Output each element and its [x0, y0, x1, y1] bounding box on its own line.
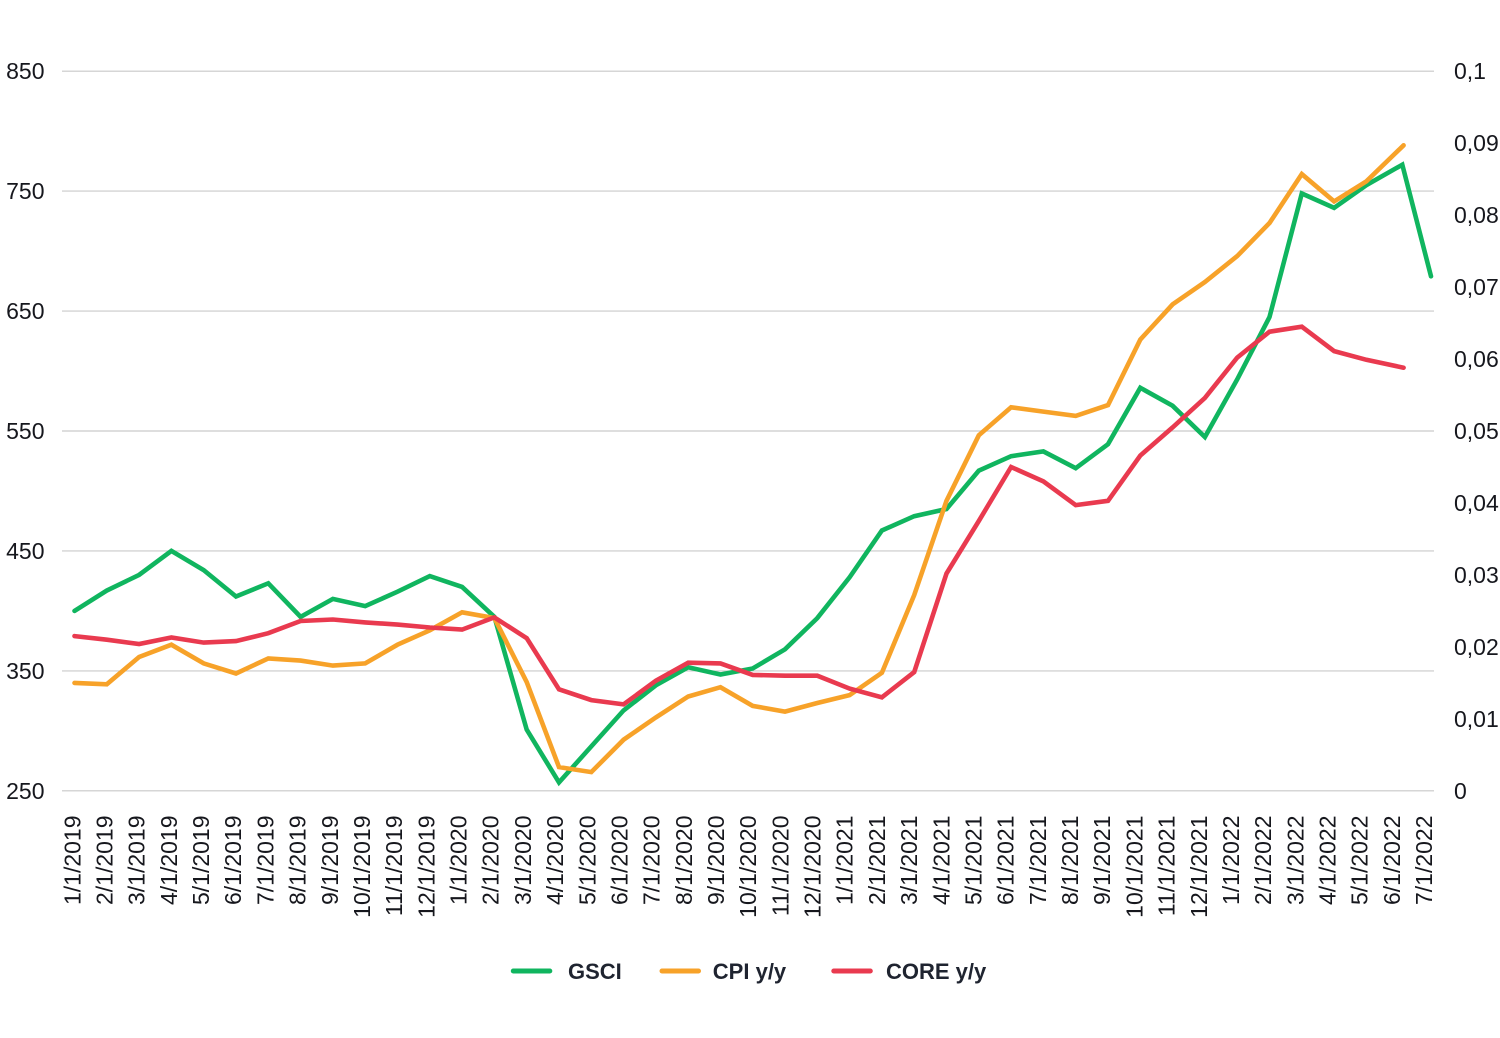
svg-text:0,09: 0,09 — [1454, 130, 1499, 156]
svg-text:5/1/2020: 5/1/2020 — [574, 816, 600, 906]
svg-text:650: 650 — [6, 298, 44, 324]
svg-text:350: 350 — [6, 658, 44, 684]
svg-text:10/1/2020: 10/1/2020 — [735, 816, 761, 918]
svg-text:450: 450 — [6, 538, 44, 564]
svg-text:7/1/2019: 7/1/2019 — [252, 816, 278, 906]
svg-text:4/1/2020: 4/1/2020 — [542, 816, 568, 906]
svg-text:5/1/2022: 5/1/2022 — [1347, 816, 1373, 906]
svg-text:1/1/2019: 1/1/2019 — [59, 816, 85, 906]
svg-text:2/1/2021: 2/1/2021 — [864, 816, 890, 906]
svg-text:250: 250 — [6, 778, 44, 804]
svg-text:0,01: 0,01 — [1454, 706, 1499, 732]
svg-text:3/1/2021: 3/1/2021 — [896, 816, 922, 906]
svg-text:8/1/2020: 8/1/2020 — [671, 816, 697, 906]
svg-text:3/1/2022: 3/1/2022 — [1282, 816, 1308, 906]
svg-text:1/1/2022: 1/1/2022 — [1218, 816, 1244, 906]
svg-text:0,04: 0,04 — [1454, 490, 1499, 516]
svg-text:0,06: 0,06 — [1454, 346, 1499, 372]
svg-text:12/1/2019: 12/1/2019 — [413, 816, 439, 918]
svg-text:7/1/2021: 7/1/2021 — [1025, 816, 1051, 906]
svg-text:8/1/2019: 8/1/2019 — [285, 816, 311, 906]
svg-text:0,05: 0,05 — [1454, 418, 1499, 444]
svg-text:12/1/2020: 12/1/2020 — [800, 816, 826, 918]
svg-text:850: 850 — [6, 58, 44, 84]
svg-text:6/1/2022: 6/1/2022 — [1379, 816, 1405, 906]
svg-text:8/1/2021: 8/1/2021 — [1057, 816, 1083, 906]
svg-text:2/1/2020: 2/1/2020 — [478, 816, 504, 906]
svg-text:0,08: 0,08 — [1454, 202, 1499, 228]
svg-text:CORE y/y: CORE y/y — [886, 959, 987, 984]
svg-text:6/1/2021: 6/1/2021 — [993, 816, 1019, 906]
svg-text:2/1/2022: 2/1/2022 — [1250, 816, 1276, 906]
svg-text:6/1/2019: 6/1/2019 — [220, 816, 246, 906]
svg-text:550: 550 — [6, 418, 44, 444]
svg-text:12/1/2021: 12/1/2021 — [1186, 816, 1212, 918]
svg-text:7/1/2022: 7/1/2022 — [1411, 816, 1437, 906]
svg-text:11/1/2019: 11/1/2019 — [381, 816, 407, 917]
svg-text:2/1/2019: 2/1/2019 — [92, 816, 118, 906]
svg-text:6/1/2020: 6/1/2020 — [606, 816, 632, 906]
svg-text:0,02: 0,02 — [1454, 634, 1499, 660]
svg-text:4/1/2021: 4/1/2021 — [928, 816, 954, 906]
svg-text:4/1/2022: 4/1/2022 — [1315, 816, 1341, 906]
svg-text:11/1/2021: 11/1/2021 — [1154, 816, 1180, 917]
svg-text:1/1/2021: 1/1/2021 — [832, 816, 858, 906]
svg-text:9/1/2020: 9/1/2020 — [703, 816, 729, 906]
svg-text:GSCI: GSCI — [568, 959, 622, 984]
svg-text:10/1/2019: 10/1/2019 — [349, 816, 375, 918]
svg-text:0: 0 — [1454, 778, 1467, 804]
svg-text:3/1/2019: 3/1/2019 — [124, 816, 150, 906]
svg-text:750: 750 — [6, 178, 44, 204]
svg-text:10/1/2021: 10/1/2021 — [1121, 816, 1147, 918]
svg-text:5/1/2021: 5/1/2021 — [961, 816, 987, 906]
svg-text:0,1: 0,1 — [1454, 58, 1486, 84]
svg-text:9/1/2021: 9/1/2021 — [1089, 816, 1115, 906]
svg-text:9/1/2019: 9/1/2019 — [317, 816, 343, 906]
svg-text:7/1/2020: 7/1/2020 — [639, 816, 665, 906]
svg-text:4/1/2019: 4/1/2019 — [156, 816, 182, 906]
svg-text:3/1/2020: 3/1/2020 — [510, 816, 536, 906]
svg-text:11/1/2020: 11/1/2020 — [767, 816, 793, 917]
svg-text:1/1/2020: 1/1/2020 — [446, 816, 472, 906]
svg-text:CPI y/y: CPI y/y — [713, 959, 787, 984]
svg-text:0,07: 0,07 — [1454, 274, 1499, 300]
svg-text:5/1/2019: 5/1/2019 — [188, 816, 214, 906]
svg-text:0,03: 0,03 — [1454, 562, 1499, 588]
